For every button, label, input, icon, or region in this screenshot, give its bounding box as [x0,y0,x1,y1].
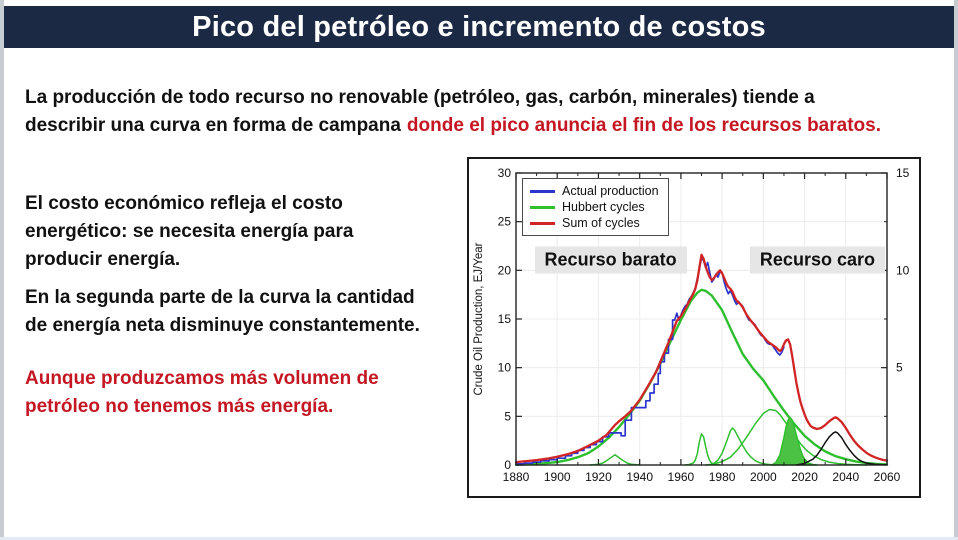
legend-line-red [530,221,555,225]
svg-text:10: 10 [498,361,512,375]
svg-text:1940: 1940 [626,470,653,484]
slide-bottom-edge [0,537,958,540]
svg-text:20: 20 [498,263,512,277]
intro-line-2-red: donde el pico anuncia el fin de los recu… [406,115,881,136]
svg-text:0: 0 [504,458,511,472]
oil-production-chart: 1880 1900 1920 1940 1960 1980 2000 2020 2040 2060… [467,157,921,498]
svg-text:5: 5 [504,409,511,423]
svg-text:15: 15 [498,312,512,326]
paragraph-net-energy: En la segunda parte de la curva la canti… [25,287,420,336]
svg-text:1980: 1980 [709,470,736,484]
svg-text:Crude Oil Production, EJ/Year: Crude Oil Production, EJ/Year [473,242,485,395]
svg-text:1960: 1960 [668,470,695,484]
slide: Pico del petróleo e incremento de costos… [4,0,954,537]
svg-text:5: 5 [896,361,903,375]
intro-line-1: La producción de todo recurso no renovab… [25,87,815,108]
svg-text:2040: 2040 [832,470,859,484]
svg-text:1920: 1920 [585,470,612,484]
svg-text:2060: 2060 [874,470,901,484]
legend-item-actual-production: Actual production [530,183,659,199]
intro-line-2: describir una curva en forma de campana d… [25,112,950,140]
svg-text:1880: 1880 [503,470,530,484]
svg-text:30: 30 [498,166,512,180]
chart-legend: Actual production Hubbert cycles Sum of … [522,178,669,236]
svg-text:15: 15 [896,166,910,180]
legend-line-green [530,205,555,209]
svg-text:10: 10 [896,263,910,277]
header-bar: Pico del petróleo e incremento de costos [4,6,954,48]
intro-line-2-black: describir una curva en forma de campana [25,115,401,136]
svg-text:25: 25 [498,215,512,229]
paragraph-more-volume-red: Aunque produzcamos más volumen de petról… [25,368,379,417]
legend-item-hubbert-cycles: Hubbert cycles [530,199,659,215]
legend-item-sum-of-cycles: Sum of cycles [530,215,659,231]
legend-line-blue [530,189,555,193]
svg-text:1900: 1900 [544,470,571,484]
svg-text:2020: 2020 [791,470,818,484]
annotation-recurso-caro: Recurso caro [749,246,885,274]
annotation-recurso-barato: Recurso barato [534,246,687,274]
svg-text:2000: 2000 [750,470,777,484]
body-text-column: El costo económico refleja el costo ener… [25,190,470,421]
intro-paragraph: La producción de todo recurso no renovab… [25,84,950,140]
paragraph-economic-cost: El costo económico refleja el costo ener… [25,193,354,270]
page-title: Pico del petróleo e incremento de costos [192,11,766,43]
